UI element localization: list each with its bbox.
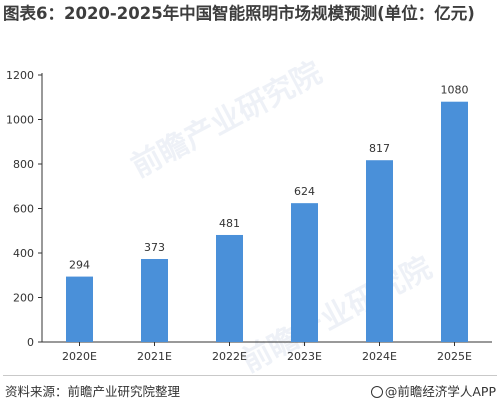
brand-logo-icon <box>370 386 383 398</box>
brand-text: @前瞻经济学人APP <box>384 384 496 399</box>
y-tick-label: 800 <box>13 158 34 171</box>
data-label: 294 <box>69 259 90 272</box>
x-tick-label: 2024E <box>362 350 397 363</box>
x-tick-label: 2023E <box>287 350 322 363</box>
x-tick-label: 2022E <box>212 350 247 363</box>
source-note: 资料来源：前瞻产业研究院整理 <box>5 384 181 399</box>
data-label: 373 <box>144 241 165 254</box>
bar <box>291 203 318 342</box>
footer: 资料来源：前瞻产业研究院整理 @前瞻经济学人APP <box>0 375 500 409</box>
y-tick-label: 200 <box>13 292 34 305</box>
x-tick-label: 2021E <box>137 350 172 363</box>
y-axis: 0 200 400 600 800 1000 1200 <box>6 69 43 349</box>
brand-credit: @前瞻经济学人APP <box>370 381 496 400</box>
x-tick-label: 2025E <box>437 350 472 363</box>
bars <box>66 101 468 342</box>
chart-title: 图表6：2020-2025年中国智能照明市场规模预测(单位：亿元) <box>3 4 475 23</box>
data-label: 624 <box>294 185 315 198</box>
y-tick-label: 0 <box>27 336 34 349</box>
y-tick-label: 1000 <box>6 114 34 127</box>
data-label: 481 <box>219 217 240 230</box>
data-label: 1080 <box>441 84 469 97</box>
x-tick-label: 2020E <box>62 350 97 363</box>
bar <box>441 101 468 342</box>
x-axis: 2020E 2021E 2022E 2023E 2024E 2025E <box>42 341 492 363</box>
footer-divider <box>3 375 497 376</box>
data-label: 817 <box>369 142 390 155</box>
y-tick-label: 400 <box>13 247 34 260</box>
bar <box>141 259 168 342</box>
bar <box>366 160 393 342</box>
y-tick-label: 1200 <box>6 69 34 82</box>
data-labels: 294 373 481 624 817 1080 <box>69 84 469 272</box>
y-tick-label: 600 <box>13 203 34 216</box>
bar <box>216 234 243 342</box>
bar <box>66 276 93 342</box>
